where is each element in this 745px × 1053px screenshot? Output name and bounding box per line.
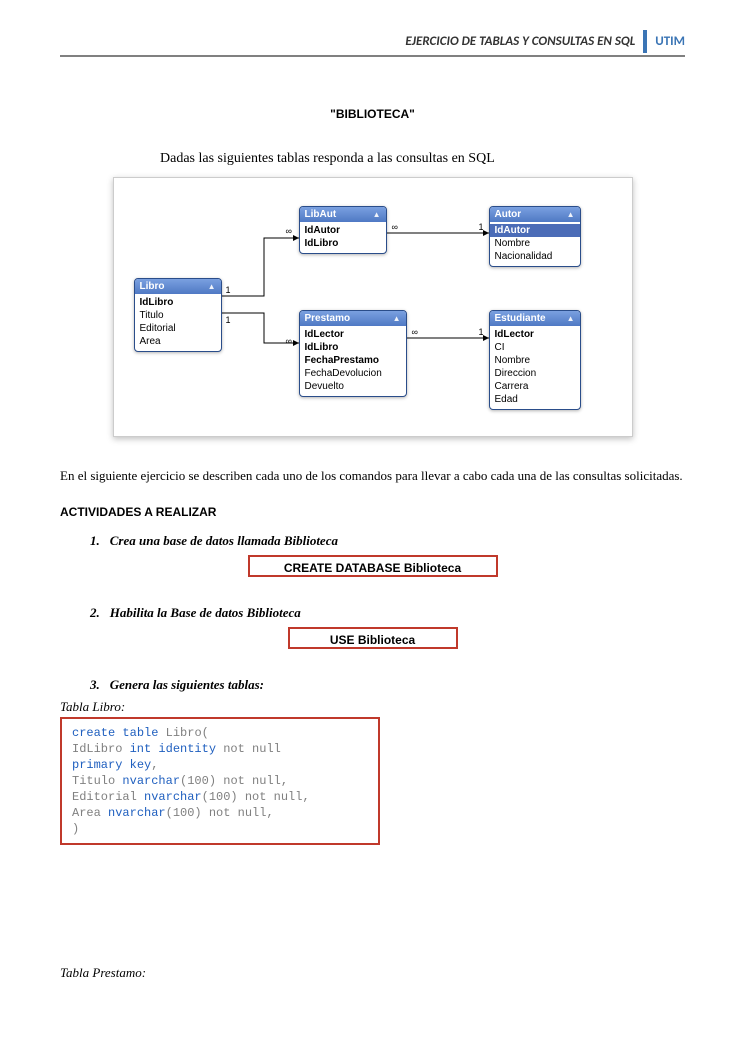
section-label: "BIBLIOTECA" [60,107,685,121]
cardinality-label: 1 [479,327,484,337]
entity-field: FechaDevolucion [300,367,406,380]
activity-item: 1.Crea una base de datos llamada Bibliot… [90,533,685,549]
entity-title: Prestamo▲ [300,311,406,326]
entity-field: Editorial [135,322,221,335]
entity-prestamo: Prestamo▲ IdLectorIdLibroFechaPrestamoFec… [299,310,407,397]
entity-libaut: LibAut▲ IdAutorIdLibro [299,206,387,254]
cardinality-label: ∞ [286,336,292,346]
entity-field: IdAutor [300,224,386,237]
page: EJERCICIO DE TABLAS Y CONSULTAS EN SQL U… [0,0,745,1021]
cardinality-label: ∞ [286,226,292,236]
cardinality-label: 1 [479,222,484,232]
cardinality-label: ∞ [412,327,418,337]
entity-field: Area [135,335,221,348]
entity-field: IdLibro [300,341,406,354]
header-brand: UTIM [647,30,685,53]
entity-title: LibAut▲ [300,207,386,222]
entity-field: IdLibro [135,296,221,309]
sql-command-box: USE Biblioteca [288,627,458,649]
activity-item: 3.Genera las siguientes tablas: [90,677,685,693]
entity-title: Libro▲ [135,279,221,294]
activities-list: 1.Crea una base de datos llamada Bibliot… [60,533,685,693]
sql-command-box: CREATE DATABASE Biblioteca [248,555,498,577]
cardinality-label: ∞ [392,222,398,232]
entity-title: Estudiante▲ [490,311,580,326]
header-title: EJERCICIO DE TABLAS Y CONSULTAS EN SQL [397,30,647,53]
cardinality-label: 1 [226,285,231,295]
entity-field: IdLector [300,328,406,341]
entity-title: Autor▲ [490,207,580,222]
entity-field: FechaPrestamo [300,354,406,367]
page-header: EJERCICIO DE TABLAS Y CONSULTAS EN SQL U… [60,30,685,57]
activities-heading: ACTIVIDADES A REALIZAR [60,505,685,519]
entity-field: Edad [490,393,580,406]
entity-field: CI [490,341,580,354]
entity-field: IdLector [490,328,580,341]
entity-field: IdLibro [300,237,386,250]
er-diagram: Libro▲IdLibroTituloEditorialAreaLibAut▲I… [113,177,633,437]
table-prestamo-label: Tabla Prestamo: [60,965,685,981]
entity-libro: Libro▲ IdLibroTituloEditorialArea [134,278,222,352]
entity-field: Nombre [490,237,580,250]
entity-field: Nacionalidad [490,250,580,263]
entity-field: Titulo [135,309,221,322]
body-paragraph: En el siguiente ejercicio se describen c… [60,467,685,485]
intro-text: Dadas las siguientes tablas responda a l… [60,151,685,167]
entity-field: Devuelto [300,380,406,393]
entity-field: IdAutor [490,224,580,237]
entity-autor: Autor▲ IdAutorNombreNacionalidad [489,206,581,267]
sql-code-libro: create table Libro( IdLibro int identity… [60,717,380,845]
cardinality-label: 1 [226,315,231,325]
entity-field: Direccion [490,367,580,380]
entity-field: Carrera [490,380,580,393]
entity-estudiante: Estudiante▲ IdLectorCINombreDireccionCarr… [489,310,581,410]
table-libro-label: Tabla Libro: [60,699,685,715]
entity-field: Nombre [490,354,580,367]
activity-item: 2.Habilita la Base de datos Biblioteca [90,605,685,621]
